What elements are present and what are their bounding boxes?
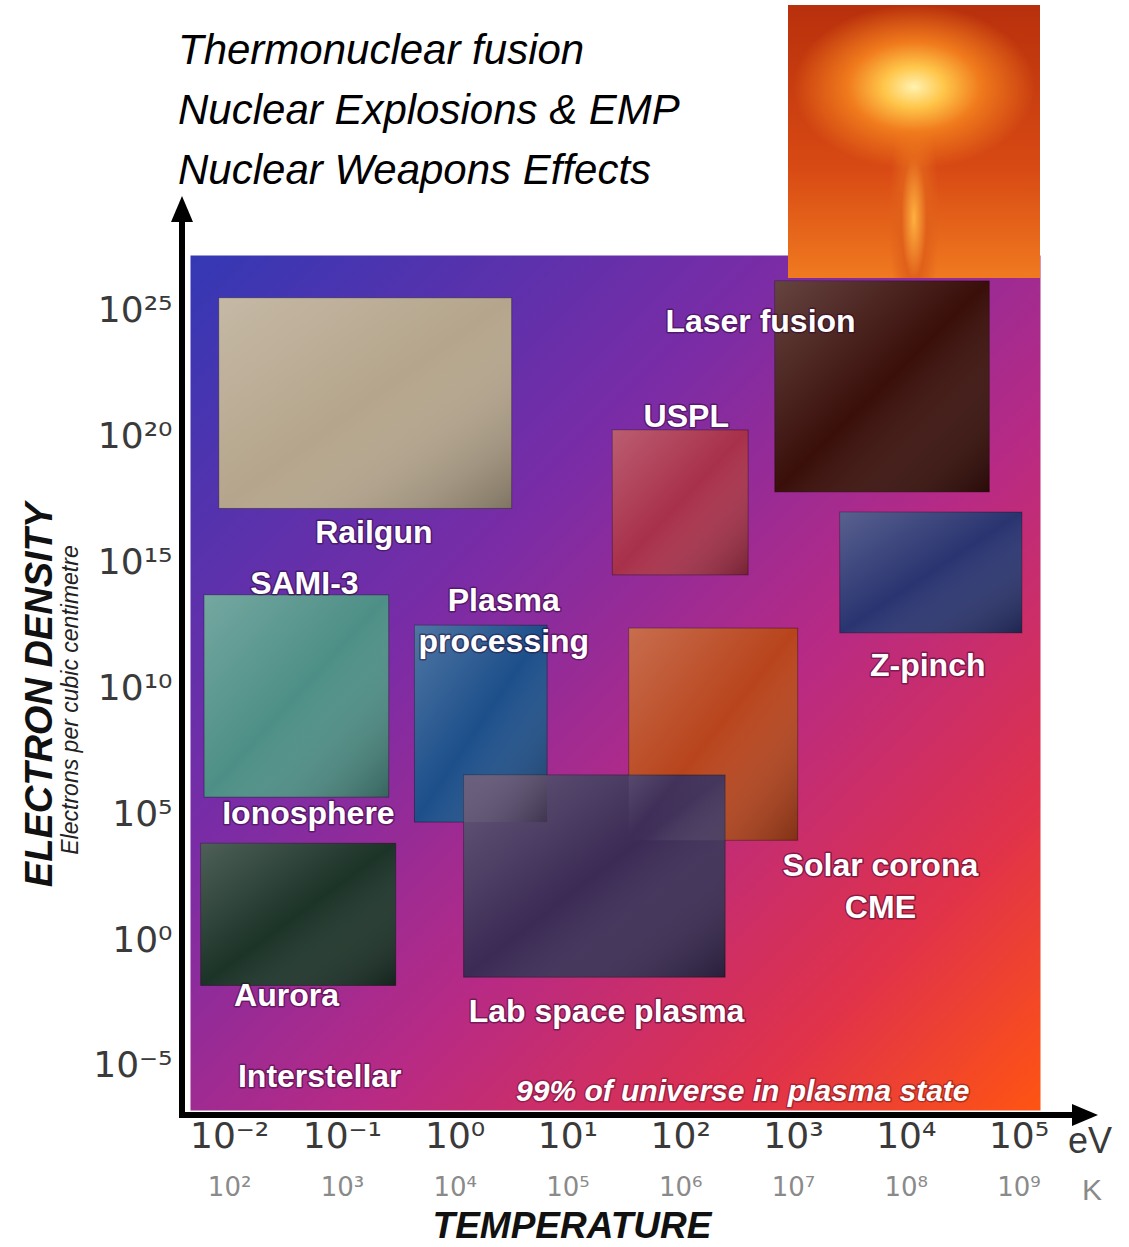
svg-text:10⁻¹: 10⁻¹ xyxy=(303,1115,382,1156)
svg-text:10⁶: 10⁶ xyxy=(659,1172,703,1202)
svg-text:Solar coronaCME: Solar coronaCME xyxy=(783,847,979,925)
svg-text:10²: 10² xyxy=(651,1115,711,1156)
svg-text:10⁵: 10⁵ xyxy=(112,793,172,834)
html-text:Nuclear Explosions & EMP: Nuclear Explosions & EMP xyxy=(178,86,680,133)
svg-text:SAMI-3: SAMI-3 xyxy=(250,565,358,601)
svg-text:10²⁵: 10²⁵ xyxy=(98,289,173,330)
svg-text:Railgun: Railgun xyxy=(315,514,432,550)
svg-text:Aurora: Aurora xyxy=(234,977,339,1013)
svg-text:10⁸: 10⁸ xyxy=(885,1172,929,1202)
svg-text:10¹⁵: 10¹⁵ xyxy=(98,541,173,582)
svg-text:10²⁰: 10²⁰ xyxy=(98,415,173,456)
svg-text:10³: 10³ xyxy=(763,1115,823,1156)
svg-text:Lab space plasma: Lab space plasma xyxy=(469,993,745,1029)
svg-text:10⁰: 10⁰ xyxy=(112,919,172,960)
svg-text:USPL: USPL xyxy=(644,398,729,434)
svg-text:Electrons per cubic centimetre: Electrons per cubic centimetre xyxy=(57,545,83,854)
html-text:Thermonuclear fusion: Thermonuclear fusion xyxy=(178,26,585,73)
svg-text:10⁴: 10⁴ xyxy=(433,1172,477,1202)
svg-text:K: K xyxy=(1082,1173,1102,1206)
svg-text:10⁰: 10⁰ xyxy=(425,1115,485,1156)
svg-text:TEMPERATURE: TEMPERATURE xyxy=(433,1205,713,1246)
svg-text:10⁵: 10⁵ xyxy=(546,1172,590,1202)
svg-text:10¹⁰: 10¹⁰ xyxy=(98,667,173,708)
svg-text:Ionosphere: Ionosphere xyxy=(222,795,394,831)
svg-text:10⁻⁵: 10⁻⁵ xyxy=(93,1044,172,1085)
svg-text:10³: 10³ xyxy=(321,1172,365,1202)
svg-text:ELECTRON DENSITY: ELECTRON DENSITY xyxy=(18,499,60,887)
svg-text:Interstellar: Interstellar xyxy=(238,1058,402,1094)
svg-text:Z-pinch: Z-pinch xyxy=(870,647,986,683)
svg-text:10⁻²: 10⁻² xyxy=(190,1115,269,1156)
svg-text:10¹: 10¹ xyxy=(538,1115,598,1156)
svg-text:10²: 10² xyxy=(208,1172,252,1202)
svg-text:99% of universe in plasma stat: 99% of universe in plasma state xyxy=(516,1074,970,1107)
html-text:Nuclear Weapons Effects: Nuclear Weapons Effects xyxy=(178,146,652,193)
svg-text:10⁹: 10⁹ xyxy=(997,1172,1041,1202)
svg-text:10⁴: 10⁴ xyxy=(876,1115,936,1156)
svg-text:10⁵: 10⁵ xyxy=(989,1115,1049,1156)
svg-text:Laser fusion: Laser fusion xyxy=(665,303,855,339)
svg-text:eV: eV xyxy=(1068,1120,1112,1161)
svg-text:10⁷: 10⁷ xyxy=(772,1172,816,1202)
svg-text:Plasmaprocessing: Plasmaprocessing xyxy=(418,582,589,660)
